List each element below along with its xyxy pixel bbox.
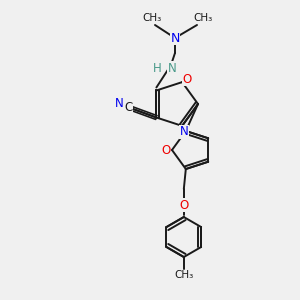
Text: C: C bbox=[124, 101, 132, 114]
Text: N: N bbox=[170, 32, 180, 44]
Text: CH₃: CH₃ bbox=[142, 13, 162, 23]
Text: N: N bbox=[180, 125, 188, 138]
Text: O: O bbox=[182, 73, 192, 85]
Text: N: N bbox=[114, 97, 123, 110]
Text: O: O bbox=[161, 143, 171, 157]
Text: CH₃: CH₃ bbox=[174, 270, 194, 280]
Text: CH₃: CH₃ bbox=[194, 13, 213, 23]
Text: N: N bbox=[168, 61, 177, 74]
Text: O: O bbox=[179, 199, 188, 212]
Text: H: H bbox=[153, 61, 162, 74]
